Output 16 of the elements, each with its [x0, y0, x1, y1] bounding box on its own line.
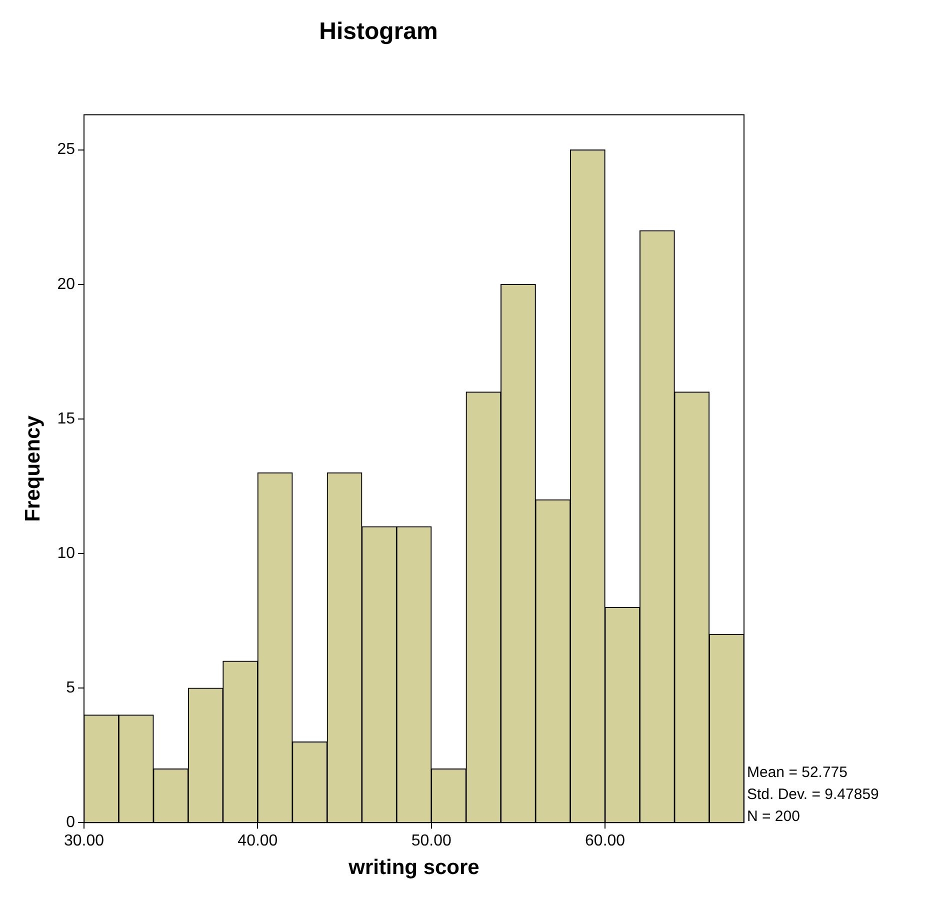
y-axis-title: Frequency: [21, 415, 44, 522]
y-tick-label: 15: [57, 410, 76, 428]
chart-title: Histogram: [319, 18, 438, 46]
y-tick-label: 0: [66, 814, 76, 832]
y-tick-label: 10: [57, 544, 76, 562]
text: Std. Dev. = 9.47859: [747, 786, 879, 804]
y-tick-label: 5: [66, 679, 76, 696]
y-tick-label: 25: [57, 141, 76, 158]
x-tick-label: 30.00: [64, 832, 104, 850]
x-axis-title: writing score: [348, 856, 480, 880]
y-tick-label: 20: [57, 276, 76, 293]
x-tick-label: 60.00: [585, 832, 626, 850]
text: N = 200: [747, 808, 800, 826]
text: Mean = 52.775: [747, 764, 848, 782]
x-tick-label: 40.00: [238, 832, 278, 850]
x-tick-label: 50.00: [411, 832, 452, 850]
